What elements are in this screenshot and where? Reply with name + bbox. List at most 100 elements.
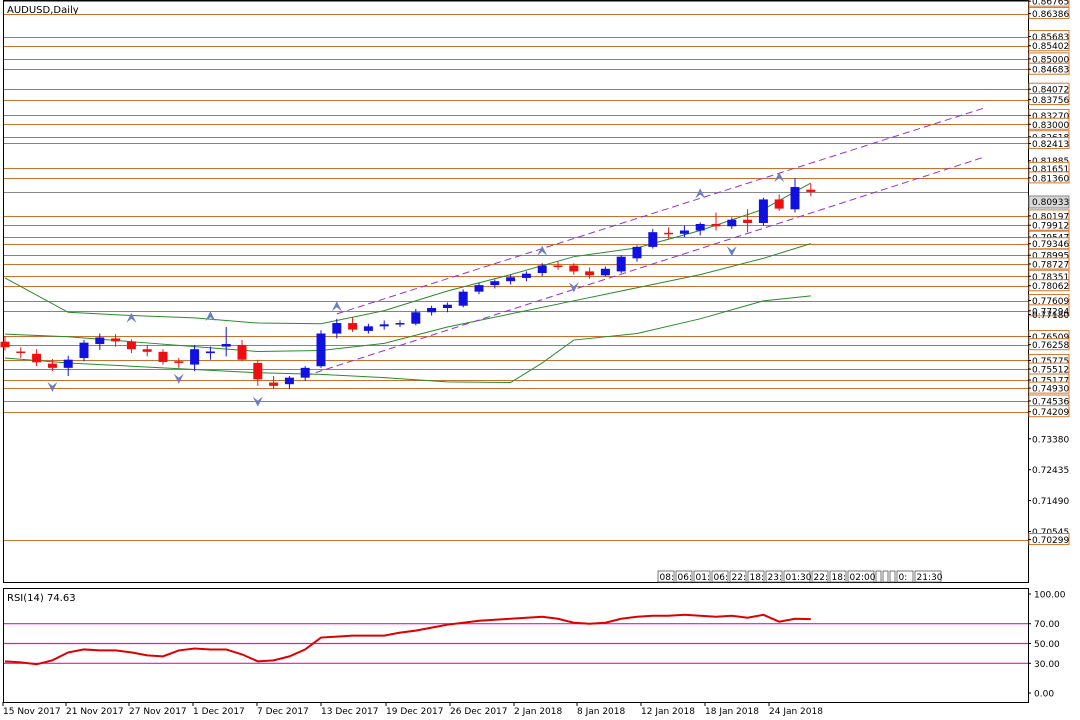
candle-body [632, 246, 642, 259]
date-label: 27 Nov 2017 [129, 707, 187, 717]
candle [490, 279, 500, 289]
price-label: 0.73380 [1032, 435, 1069, 445]
candle-body [774, 199, 784, 209]
date-label: 7 Dec 2017 [257, 707, 309, 717]
candle-body [379, 324, 389, 327]
price-label: 0.83000 [1032, 121, 1069, 131]
price-label: 0.77294 [1032, 307, 1069, 317]
channel-lower [305, 156, 985, 377]
candle [237, 340, 247, 362]
rsi-tick-label: 30.00 [1034, 660, 1060, 670]
trend-channel [305, 107, 985, 377]
price-label: 0.81651 [1032, 165, 1069, 175]
rsi-tick-label: 70.00 [1034, 620, 1060, 630]
candle-body [616, 256, 626, 272]
candle [158, 349, 168, 365]
candle-body [190, 349, 200, 365]
candle-body [648, 232, 658, 247]
candle [411, 308, 421, 326]
fractal-up-icon [695, 188, 706, 199]
candle [664, 227, 674, 239]
candle-body [300, 367, 310, 378]
price-label: 0.82413 [1032, 140, 1069, 150]
candle [648, 228, 658, 249]
current-price-label: 0.80933 [1032, 198, 1069, 208]
price-label: 0.75177 [1032, 377, 1069, 387]
date-label: 24 Jan 2018 [769, 707, 823, 717]
candle-body [16, 351, 26, 353]
price-label: 0.85000 [1032, 55, 1069, 65]
time-marker: 08: [660, 573, 674, 583]
candle-body [237, 344, 247, 360]
candlesticks [0, 178, 816, 390]
candle [427, 305, 437, 316]
candle-body [47, 363, 57, 368]
candle-body [332, 323, 342, 334]
candle [79, 340, 89, 362]
fractal-down-icon [173, 373, 184, 384]
time-marker: 06: [714, 573, 728, 583]
band-upper [4, 182, 812, 325]
candle-body [79, 342, 89, 359]
time-marker: 02:00 [850, 573, 876, 583]
candle-body [521, 273, 531, 278]
fractal-down-icon [47, 381, 58, 392]
time-marker: 21:30 [917, 573, 943, 583]
price-label: 0.78062 [1032, 282, 1069, 292]
price-label: 0.70299 [1032, 536, 1069, 546]
time-marker: 0: [899, 573, 908, 583]
time-marker-box [829, 570, 847, 583]
time-marker: 22: [814, 573, 828, 583]
date-label: 19 Dec 2017 [386, 707, 444, 717]
price-label: 0.72435 [1032, 466, 1069, 476]
candle-body [32, 353, 42, 363]
time-marker-box [875, 570, 882, 583]
date-label: 13 Dec 2017 [321, 707, 379, 717]
candle [616, 255, 626, 274]
candle [348, 317, 358, 332]
candle [774, 194, 784, 211]
time-marker-box [896, 570, 914, 583]
candle [585, 267, 595, 279]
time-marker-box [882, 570, 889, 583]
candle-body [600, 268, 610, 276]
current-price-marker: 0.80933 [1028, 195, 1070, 209]
price-label: 0.79346 [1032, 240, 1069, 250]
candle [95, 333, 105, 350]
fractal-down-icon [726, 246, 737, 257]
candle-body [569, 265, 579, 272]
candle [442, 302, 452, 313]
candle-body [553, 265, 563, 268]
candle [600, 266, 610, 277]
time-marker-box [693, 570, 711, 583]
rsi-tick-label: 50.00 [1034, 640, 1060, 650]
candle [126, 339, 136, 354]
price-label: 0.77609 [1032, 297, 1069, 307]
fractal-up-icon [774, 172, 785, 183]
price-label: 0.84683 [1032, 66, 1069, 76]
candle-body [442, 304, 452, 309]
candle-body [490, 281, 500, 286]
time-marker: 18: [750, 573, 764, 583]
fractal-up-icon [537, 245, 548, 256]
price-label: 0.78995 [1032, 252, 1069, 262]
price-label: 0.74209 [1032, 408, 1069, 418]
price-label: 0.75512 [1032, 366, 1069, 376]
candle [269, 376, 279, 390]
channel-upper [336, 107, 985, 315]
price-label: 0.74536 [1032, 397, 1069, 407]
date-axis: 15 Nov 2017 21 Nov 2017 27 Nov 2017 1 Dec 2… [2, 702, 823, 717]
candle [790, 178, 800, 213]
time-markers: 08: 06: 01: 06: 22: 18: 23: 01:30 22: 18: 02:00 0: 2… [657, 570, 943, 583]
candle-body [695, 223, 705, 231]
date-label: 8 Jan 2018 [577, 707, 625, 717]
candle-body [0, 341, 10, 348]
candle [727, 217, 737, 229]
time-marker-box [914, 570, 942, 583]
candle [316, 330, 326, 368]
band-middle [4, 243, 811, 352]
date-label: 18 Jan 2018 [705, 707, 759, 717]
candle [474, 282, 484, 295]
price-label: 0.79912 [1032, 222, 1069, 232]
price-label: 0.83270 [1032, 112, 1069, 122]
